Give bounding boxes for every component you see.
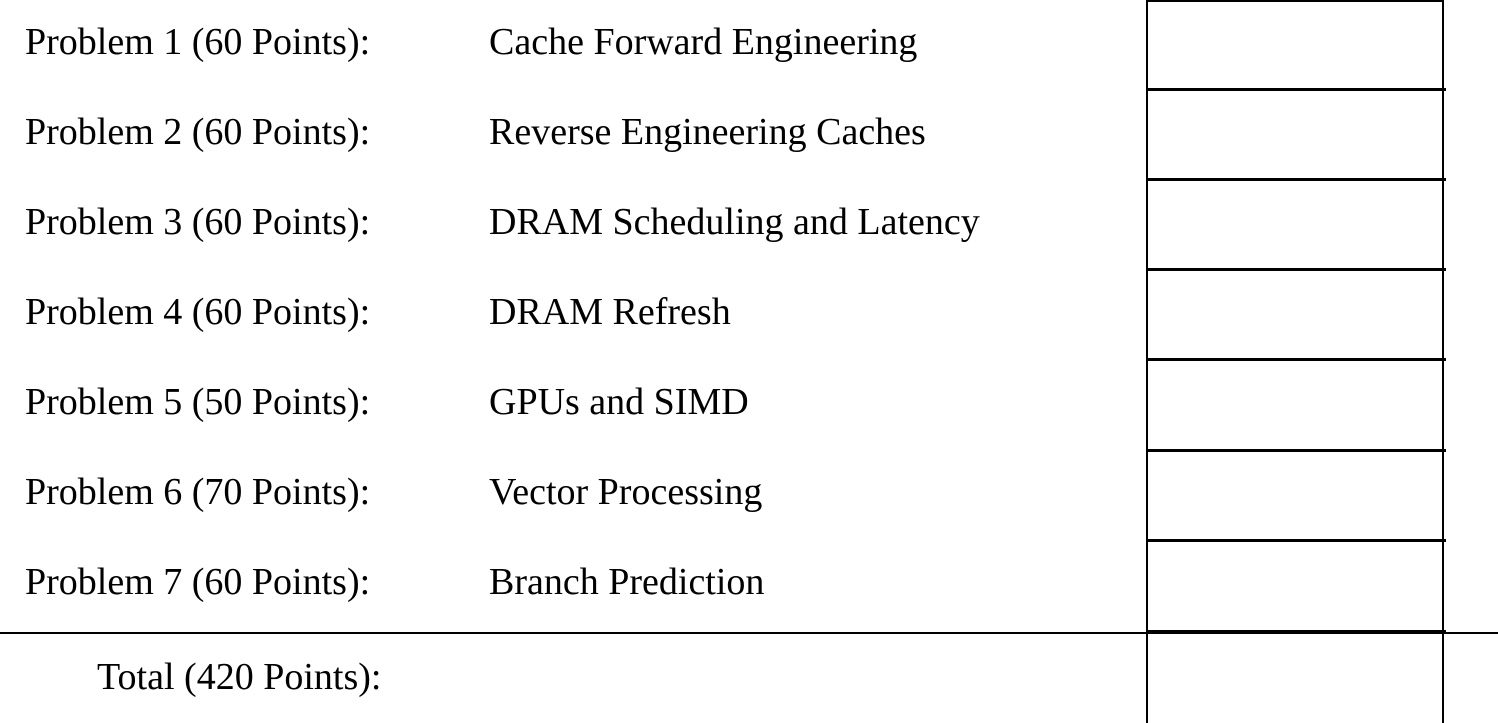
score-box-4[interactable] [1146, 270, 1444, 360]
problem-label: Problem 4 (60 Points): [25, 291, 371, 333]
score-box-5[interactable] [1146, 360, 1444, 450]
total-divider [0, 632, 1498, 634]
score-box-7[interactable] [1146, 540, 1444, 632]
row-divider [1146, 539, 1446, 542]
row-divider [1146, 358, 1446, 361]
problem-label: Problem 5 (50 Points): [25, 381, 371, 423]
row-divider [1146, 449, 1446, 452]
problem-label: Problem 6 (70 Points): [25, 471, 371, 513]
problem-row-1: Problem 1 (60 Points): Cache Forward Eng… [0, 0, 1498, 90]
problem-row-6: Problem 6 (70 Points): Vector Processing [0, 450, 1498, 540]
total-label: Total (420 Points): [97, 656, 382, 698]
problem-row-4: Problem 4 (60 Points): DRAM Refresh [0, 270, 1498, 360]
problem-title: DRAM Scheduling and Latency [489, 201, 980, 243]
row-divider [1146, 178, 1446, 181]
problem-title: Branch Prediction [489, 561, 765, 603]
problem-title: GPUs and SIMD [489, 381, 749, 423]
score-box-6[interactable] [1146, 450, 1444, 540]
problem-label: Problem 1 (60 Points): [25, 21, 371, 63]
score-box-3[interactable] [1146, 180, 1444, 270]
row-divider [1146, 268, 1446, 271]
row-divider [1146, 88, 1446, 91]
problem-title: Cache Forward Engineering [489, 21, 918, 63]
problem-label: Problem 3 (60 Points): [25, 201, 371, 243]
problem-row-2: Problem 2 (60 Points): Reverse Engineeri… [0, 90, 1498, 180]
score-box-2[interactable] [1146, 90, 1444, 180]
score-box-1[interactable] [1146, 0, 1444, 90]
problem-label: Problem 7 (60 Points): [25, 561, 371, 603]
problem-row-5: Problem 5 (50 Points): GPUs and SIMD [0, 360, 1498, 450]
problem-title: DRAM Refresh [489, 291, 731, 333]
total-box-top-border [1146, 630, 1446, 634]
score-box-total[interactable] [1146, 634, 1444, 723]
problem-row-3: Problem 3 (60 Points): DRAM Scheduling a… [0, 180, 1498, 270]
problem-title: Reverse Engineering Caches [489, 111, 926, 153]
problem-title: Vector Processing [489, 471, 763, 513]
problem-row-7: Problem 7 (60 Points): Branch Prediction [0, 540, 1498, 630]
problem-label: Problem 2 (60 Points): [25, 111, 371, 153]
